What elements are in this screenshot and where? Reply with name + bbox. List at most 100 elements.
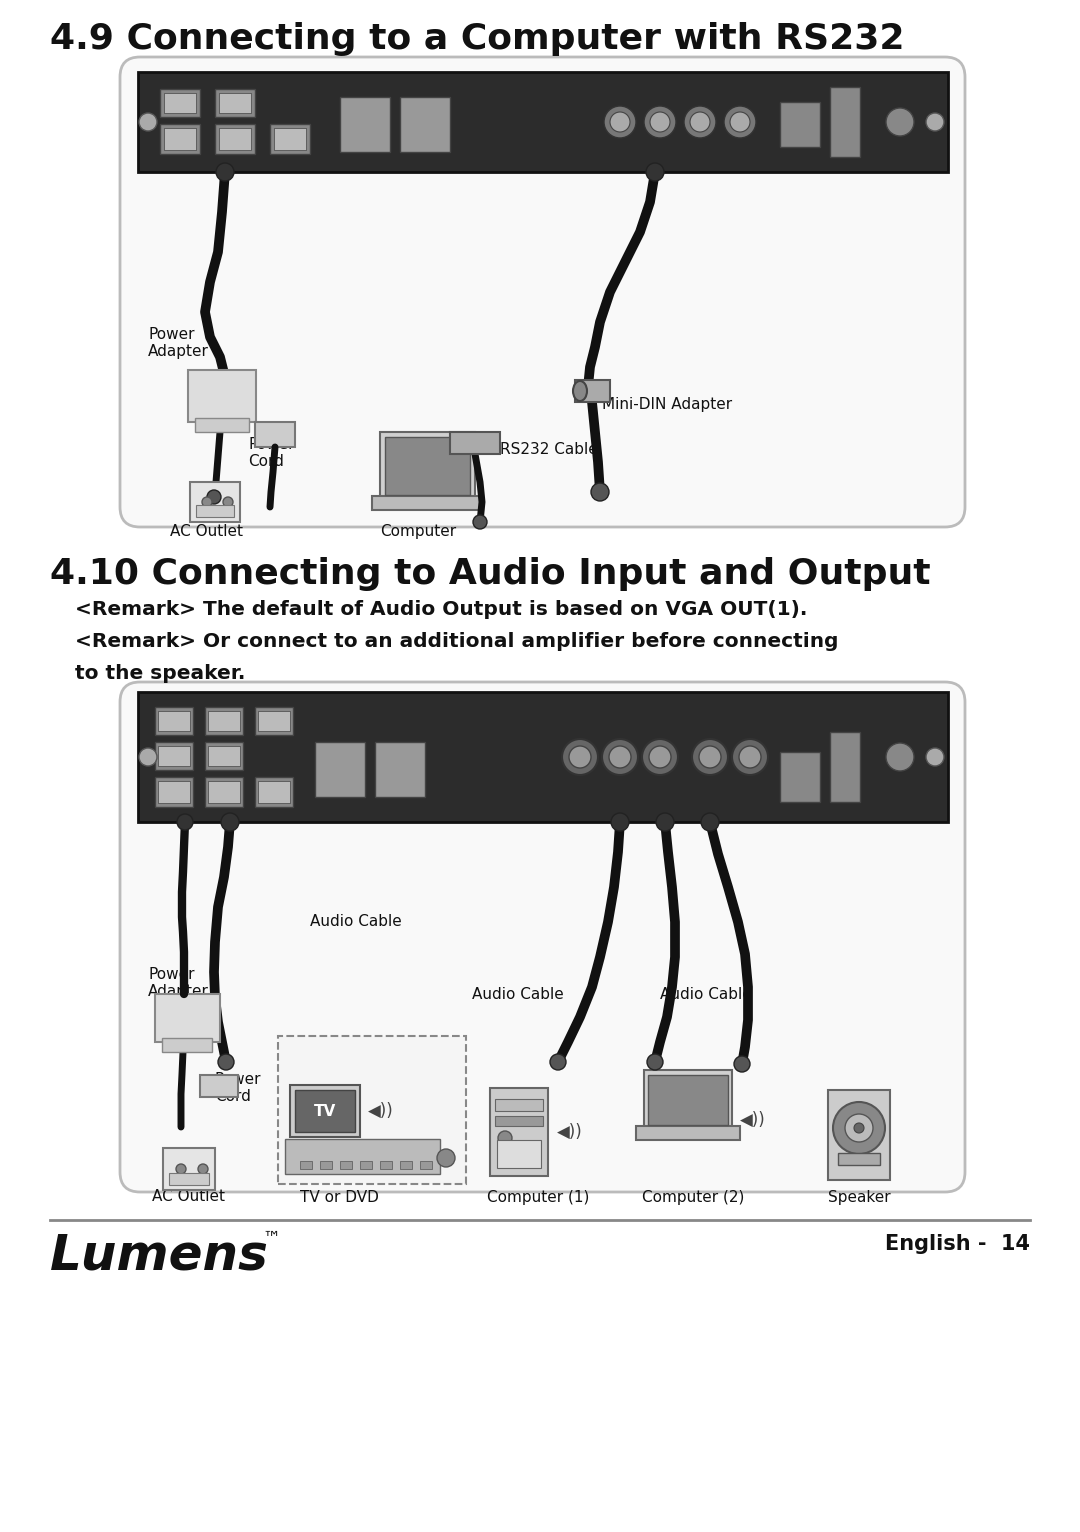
Bar xyxy=(255,706,293,735)
Circle shape xyxy=(730,112,750,132)
Bar xyxy=(648,1075,728,1124)
Bar xyxy=(205,777,243,807)
Bar xyxy=(258,711,291,731)
Circle shape xyxy=(833,1102,885,1154)
Text: Computer (2): Computer (2) xyxy=(642,1190,744,1206)
Bar xyxy=(205,706,243,735)
Bar xyxy=(156,994,220,1042)
Bar xyxy=(195,506,234,516)
Bar xyxy=(208,746,240,766)
Bar xyxy=(205,741,243,771)
Text: Power
Cord: Power Cord xyxy=(248,437,295,469)
Text: Audio Cable: Audio Cable xyxy=(310,915,402,928)
Text: <Remark> Or connect to an additional amplifier before connecting: <Remark> Or connect to an additional amp… xyxy=(75,633,838,651)
Bar xyxy=(575,380,610,401)
Bar xyxy=(400,1161,411,1169)
Bar xyxy=(156,741,193,771)
Circle shape xyxy=(198,1164,208,1174)
Circle shape xyxy=(690,112,710,132)
Text: TV: TV xyxy=(314,1103,336,1118)
Circle shape xyxy=(611,813,629,830)
Circle shape xyxy=(926,748,944,766)
Circle shape xyxy=(647,1054,663,1069)
Circle shape xyxy=(177,813,193,830)
Circle shape xyxy=(724,106,756,138)
Bar xyxy=(340,97,390,152)
Text: Computer: Computer xyxy=(380,524,456,539)
Circle shape xyxy=(591,483,609,501)
Bar xyxy=(215,124,255,155)
Bar xyxy=(158,746,190,766)
Text: Power
Cord: Power Cord xyxy=(215,1072,261,1105)
Bar xyxy=(420,1161,432,1169)
Bar xyxy=(200,1075,238,1097)
Bar xyxy=(828,1089,890,1180)
Circle shape xyxy=(498,1131,512,1144)
Text: AC Outlet: AC Outlet xyxy=(170,524,243,539)
Text: Mini-DIN Adapter: Mini-DIN Adapter xyxy=(602,397,732,412)
Text: to the speaker.: to the speaker. xyxy=(75,663,245,683)
FancyBboxPatch shape xyxy=(120,682,966,1192)
Circle shape xyxy=(732,738,768,775)
Circle shape xyxy=(649,746,671,768)
Circle shape xyxy=(569,746,591,768)
Bar xyxy=(156,706,193,735)
Bar xyxy=(291,1085,360,1137)
Bar xyxy=(270,124,310,155)
Bar xyxy=(450,432,500,453)
Circle shape xyxy=(699,746,721,768)
Circle shape xyxy=(604,106,636,138)
Circle shape xyxy=(646,162,664,181)
Bar xyxy=(138,692,948,823)
Text: English -  14: English - 14 xyxy=(885,1233,1030,1255)
Bar xyxy=(208,711,240,731)
Bar xyxy=(164,129,195,150)
Bar xyxy=(636,1126,740,1140)
Bar xyxy=(190,483,240,522)
Circle shape xyxy=(139,748,157,766)
Text: Computer (1): Computer (1) xyxy=(487,1190,590,1206)
Circle shape xyxy=(216,162,234,181)
Circle shape xyxy=(222,496,233,507)
Circle shape xyxy=(886,107,914,136)
Bar xyxy=(163,1147,215,1190)
Bar xyxy=(215,89,255,116)
Bar xyxy=(360,1161,372,1169)
Text: 4.9 Connecting to a Computer with RS232: 4.9 Connecting to a Computer with RS232 xyxy=(50,21,905,57)
Bar xyxy=(188,371,256,421)
Circle shape xyxy=(176,1164,186,1174)
Bar xyxy=(315,741,365,797)
Bar xyxy=(258,781,291,803)
Bar xyxy=(380,1161,392,1169)
Circle shape xyxy=(139,113,157,132)
Text: Audio Cable: Audio Cable xyxy=(472,987,564,1002)
Circle shape xyxy=(218,1054,234,1069)
Circle shape xyxy=(845,1114,873,1141)
FancyBboxPatch shape xyxy=(120,57,966,527)
Text: Audio Cable: Audio Cable xyxy=(660,987,752,1002)
Circle shape xyxy=(650,112,670,132)
Bar xyxy=(162,1039,212,1052)
Bar xyxy=(164,93,195,113)
Circle shape xyxy=(202,496,212,507)
Bar xyxy=(160,89,200,116)
Bar xyxy=(372,496,483,510)
Bar xyxy=(295,1089,355,1132)
Bar xyxy=(644,1069,732,1131)
Bar xyxy=(384,437,470,495)
Circle shape xyxy=(642,738,678,775)
Bar xyxy=(495,1098,543,1111)
Circle shape xyxy=(734,1056,750,1072)
Bar xyxy=(138,72,948,172)
Circle shape xyxy=(602,738,638,775)
Bar xyxy=(320,1161,332,1169)
Bar xyxy=(490,1088,548,1177)
Text: ™: ™ xyxy=(262,1230,280,1249)
Bar xyxy=(380,432,475,499)
Circle shape xyxy=(221,813,239,830)
Text: ◀)): ◀)) xyxy=(740,1111,766,1129)
Bar xyxy=(274,129,306,150)
Circle shape xyxy=(207,490,221,504)
Text: Lumens: Lumens xyxy=(50,1232,269,1281)
Bar xyxy=(838,1154,880,1164)
